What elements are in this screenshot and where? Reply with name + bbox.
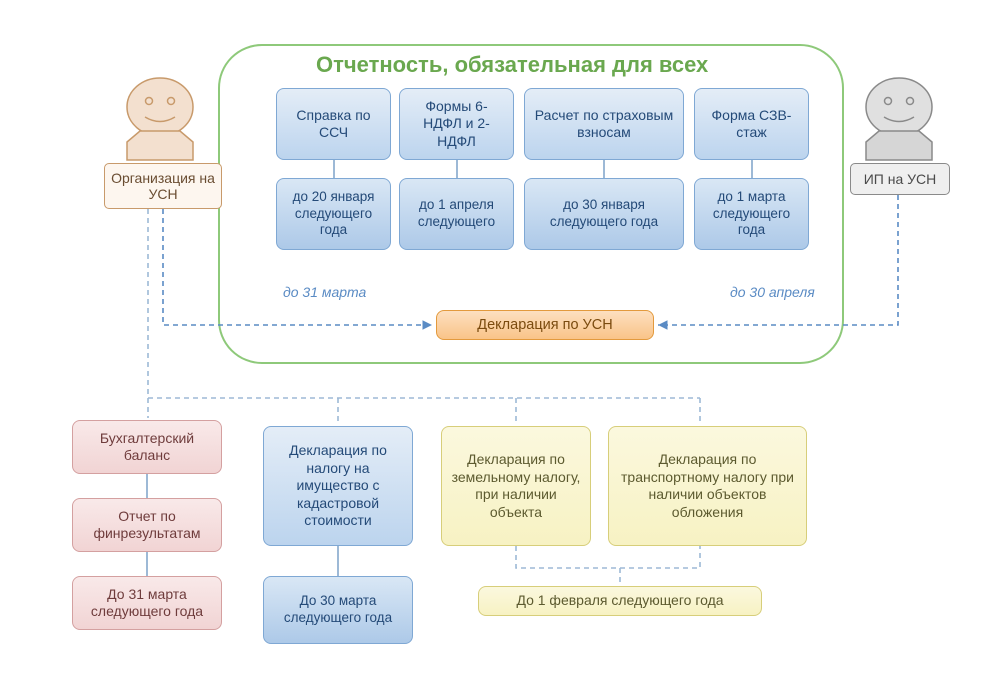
annot-left: до 31 марта xyxy=(283,284,366,300)
top-conn-2 xyxy=(603,160,605,178)
org-actor-label: Организация на УСН xyxy=(104,163,222,209)
annot-right: до 30 апреля xyxy=(730,284,815,300)
org-actor-icon xyxy=(115,76,205,161)
blue-lower-bot: До 30 марта следующего года xyxy=(263,576,413,644)
ip-actor-label: ИП на УСН xyxy=(850,163,950,195)
pink-conn-1 xyxy=(146,552,148,576)
top-box-0: Справка по ССЧ xyxy=(276,88,391,160)
pink-box-1: Отчет по финрезультатам xyxy=(72,498,222,552)
top-conn-0 xyxy=(333,160,335,178)
pink-box-0: Бухгалтерский баланс xyxy=(72,420,222,474)
diagram-title: Отчетность, обязательная для всех xyxy=(316,52,708,78)
blue-lower-top: Декларация по налогу на имущество с када… xyxy=(263,426,413,546)
pink-conn-0 xyxy=(146,474,148,498)
declaration-usn: Декларация по УСН xyxy=(436,310,654,340)
top-conn-1 xyxy=(456,160,458,178)
top-deadline-2: до 30 января следующего года xyxy=(524,178,684,250)
top-deadline-1: до 1 апреля следующего xyxy=(399,178,514,250)
top-box-2: Расчет по страховым взносам xyxy=(524,88,684,160)
top-deadline-3: до 1 марта следующего года xyxy=(694,178,809,250)
top-deadline-0: до 20 января следующего года xyxy=(276,178,391,250)
blue-lower-conn xyxy=(337,546,339,576)
top-box-1: Формы 6-НДФЛ и 2-НДФЛ xyxy=(399,88,514,160)
yellow-box-1: Декларация по транспортному налогу при н… xyxy=(608,426,807,546)
yellow-deadline: До 1 февраля следующего года xyxy=(478,586,762,616)
top-box-3: Форма СЗВ-стаж xyxy=(694,88,809,160)
top-conn-3 xyxy=(751,160,753,178)
yellow-box-0: Декларация по земельному налогу, при нал… xyxy=(441,426,591,546)
ip-actor-icon xyxy=(854,76,944,161)
pink-box-2: До 31 марта следующего года xyxy=(72,576,222,630)
